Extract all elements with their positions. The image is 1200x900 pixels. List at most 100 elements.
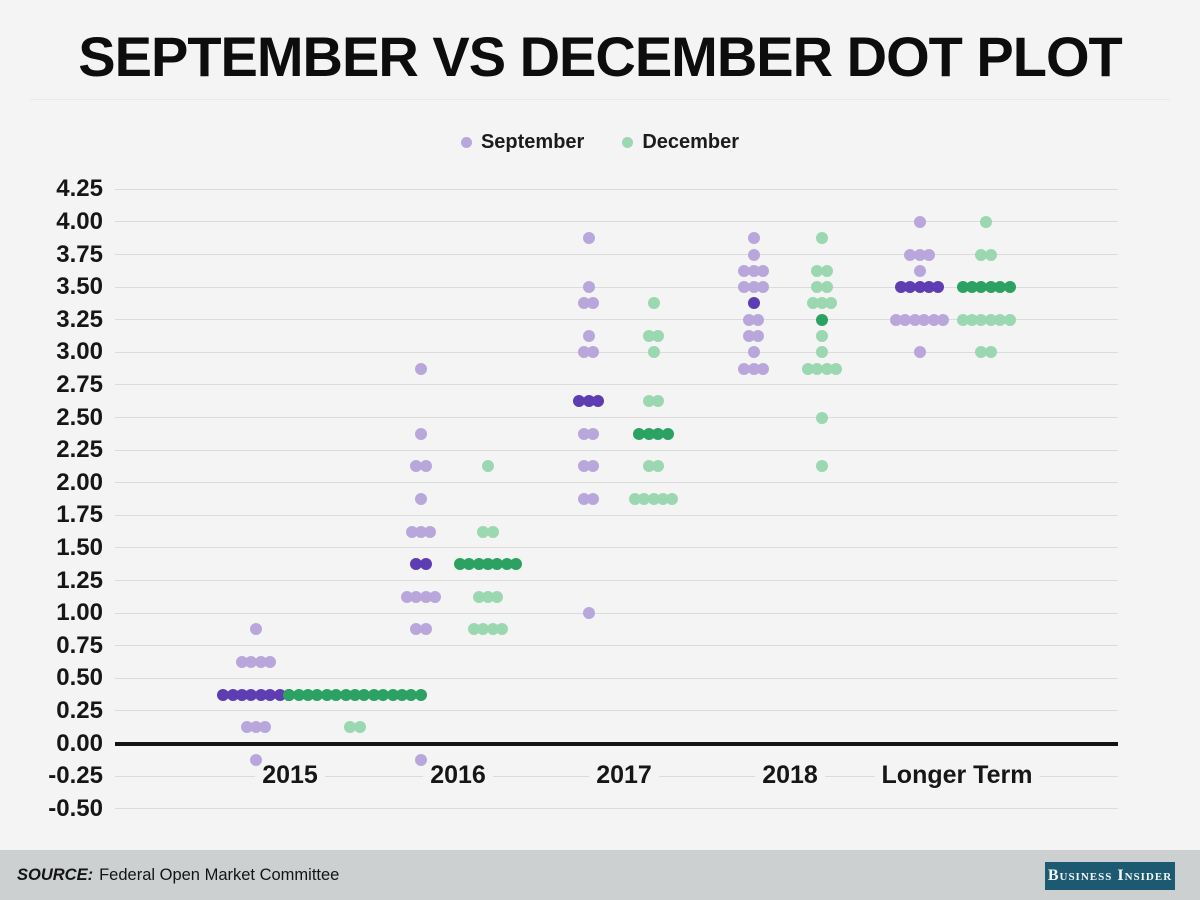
dot-september <box>582 607 595 620</box>
dot-december <box>472 558 485 571</box>
dot-september <box>587 493 600 505</box>
gridline <box>115 677 1118 679</box>
dot-september <box>742 313 755 326</box>
dot-september <box>756 281 769 294</box>
gridline <box>115 449 1118 451</box>
dot-december <box>956 313 969 326</box>
dot-december <box>811 264 824 277</box>
dot-september <box>587 297 600 310</box>
gridline <box>115 417 1118 418</box>
zero-line <box>115 741 1118 746</box>
dot-december <box>339 688 352 701</box>
gridline <box>115 188 1118 190</box>
dot-september <box>264 688 277 701</box>
dot-september <box>738 362 751 375</box>
source-label: SOURCE: <box>17 865 94 884</box>
dot-september <box>217 688 230 701</box>
dot-september <box>415 753 427 766</box>
dot-september <box>235 688 248 701</box>
dot-december <box>302 688 314 701</box>
dot-december <box>820 264 833 277</box>
dot-september <box>913 346 926 359</box>
gridline <box>115 514 1118 516</box>
dot-september <box>747 346 760 359</box>
x-tick-label: 2015 <box>255 761 325 789</box>
dot-september <box>587 346 600 359</box>
dot-september <box>577 460 590 473</box>
dot-september <box>591 395 604 408</box>
dot-september <box>747 264 760 277</box>
y-tick-label: 1.25 <box>56 566 103 594</box>
dot-september <box>240 721 253 734</box>
gridline <box>115 482 1118 484</box>
x-tick-label: Longer Term <box>874 761 1040 789</box>
dot-december <box>652 427 665 440</box>
dot-december <box>975 313 988 326</box>
dot-december <box>816 232 828 245</box>
dot-september <box>587 427 600 440</box>
y-tick-label: 0.75 <box>56 631 103 659</box>
dot-december <box>1003 313 1016 326</box>
dot-december <box>816 297 828 310</box>
y-tick-label: 2.25 <box>56 436 103 464</box>
dot-december <box>628 493 641 505</box>
dot-december <box>652 395 665 408</box>
dot-september <box>904 281 917 294</box>
y-tick-label: 4.25 <box>56 175 103 203</box>
y-tick-label: 0.25 <box>56 696 103 724</box>
dot-december <box>647 297 660 310</box>
dot-september <box>927 313 940 326</box>
dot-december <box>984 248 997 261</box>
business-insider-logo-text: Business Insider <box>1047 867 1173 884</box>
gridline <box>115 710 1118 712</box>
legend: September December <box>0 131 1200 154</box>
y-tick-label: 3.75 <box>56 240 103 268</box>
dot-september <box>405 525 418 538</box>
dot-december <box>510 558 523 571</box>
dot-september <box>245 688 258 701</box>
september-dot-icon <box>460 137 472 148</box>
dot-september <box>235 656 248 668</box>
dot-september <box>747 362 760 375</box>
dot-september <box>932 281 945 294</box>
dot-september <box>756 362 769 375</box>
chart-title: SEPTEMBER VS DECEMBER DOT PLOT <box>78 25 1122 88</box>
y-tick-label: 1.75 <box>56 501 103 529</box>
dot-december <box>642 395 655 408</box>
dot-december <box>477 525 490 538</box>
footer-bar: SOURCE: Federal Open Market Committee Bu… <box>0 850 1200 900</box>
dot-september <box>415 427 427 440</box>
gridline <box>115 254 1118 255</box>
dot-december <box>292 688 305 701</box>
dot-december <box>994 313 1007 326</box>
dot-september <box>747 281 760 294</box>
dot-december <box>283 688 296 701</box>
dot-september <box>752 313 765 326</box>
dot-september <box>415 525 427 538</box>
dot-september <box>410 558 423 571</box>
dot-september <box>582 281 595 294</box>
dot-september <box>899 313 912 326</box>
dot-december <box>811 362 824 375</box>
dot-december <box>377 688 390 701</box>
dot-december <box>463 558 476 571</box>
gridline <box>115 612 1118 614</box>
dot-september <box>747 232 760 245</box>
dot-september <box>410 460 423 473</box>
dot-december <box>994 281 1007 294</box>
dot-september <box>908 313 921 326</box>
dot-september <box>738 281 751 294</box>
dot-september <box>429 590 442 603</box>
dot-december <box>353 721 366 734</box>
dot-december <box>661 427 674 440</box>
gridline <box>115 580 1118 581</box>
dot-december <box>825 297 838 310</box>
y-tick-label: 1.50 <box>56 533 103 561</box>
dot-september <box>250 721 262 734</box>
dot-september <box>577 346 590 359</box>
dot-september <box>904 248 917 261</box>
dot-december <box>320 688 333 701</box>
dot-september <box>913 264 926 277</box>
dot-september <box>424 525 437 538</box>
dot-december <box>486 525 499 538</box>
